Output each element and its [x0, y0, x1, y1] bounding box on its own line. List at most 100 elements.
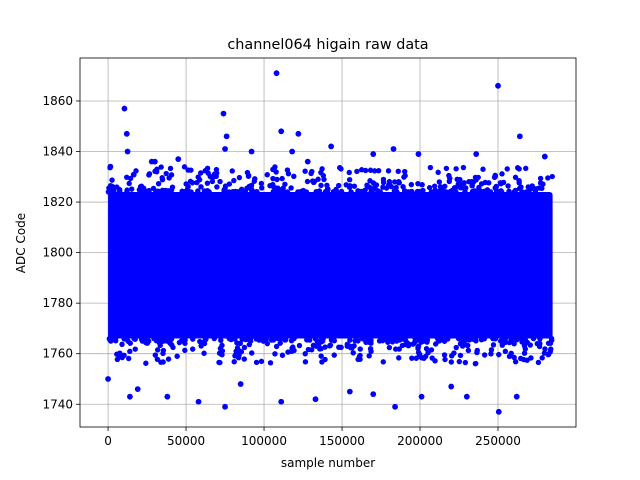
data-point: [165, 356, 172, 362]
data-point: [253, 359, 260, 366]
data-point: [447, 175, 453, 182]
data-point: [168, 172, 175, 178]
outlier-point: [175, 156, 182, 162]
data-point: [355, 338, 361, 344]
data-point: [357, 346, 363, 352]
data-point: [246, 341, 253, 348]
data-point: [182, 347, 188, 354]
data-point: [351, 183, 358, 189]
outlier-point: [195, 398, 202, 405]
outlier-point: [370, 151, 377, 157]
data-point: [264, 172, 270, 178]
data-point: [511, 354, 517, 361]
data-point: [453, 188, 459, 195]
data-point: [370, 180, 377, 186]
outlier-point: [473, 151, 480, 157]
y-tick-label: 1780: [42, 296, 73, 310]
data-point: [280, 188, 287, 195]
data-point: [549, 173, 555, 180]
data-point: [204, 165, 211, 172]
y-tick-label: 1840: [42, 145, 73, 159]
data-point: [214, 170, 220, 176]
data-point: [371, 168, 378, 174]
data-point: [273, 188, 279, 194]
data-point: [415, 180, 421, 187]
chart-title: channel064 higain raw data: [227, 37, 428, 53]
outlier-point: [278, 398, 285, 405]
data-point: [178, 338, 185, 344]
data-point: [190, 336, 196, 342]
data-point: [547, 348, 554, 355]
data-point: [436, 179, 443, 185]
outlier-point: [495, 408, 502, 415]
data-point: [241, 356, 247, 362]
data-point: [516, 185, 523, 192]
data-point: [399, 342, 406, 349]
data-point: [278, 335, 284, 342]
data-point: [539, 355, 545, 361]
data-point: [154, 356, 161, 362]
data-point: [128, 186, 135, 192]
data-points: [105, 70, 555, 415]
y-axis-ticks: 1740 1760 1780 1800 1820 1840 1860: [42, 94, 80, 411]
data-point: [154, 347, 161, 353]
data-point: [297, 189, 303, 195]
data-point: [211, 335, 217, 342]
data-point: [132, 336, 138, 342]
data-point: [540, 181, 546, 187]
data-point: [234, 340, 240, 346]
data-point: [309, 168, 315, 175]
data-point: [277, 340, 283, 346]
data-point: [152, 168, 158, 174]
data-point: [514, 165, 521, 171]
data-point: [435, 188, 442, 195]
data-point: [505, 183, 511, 189]
data-point: [308, 347, 315, 353]
data-point: [474, 347, 480, 354]
data-point: [442, 356, 448, 363]
data-point: [113, 338, 119, 344]
data-point: [318, 339, 325, 345]
data-point: [153, 338, 160, 344]
data-point: [114, 184, 120, 190]
y-tick-label: 1860: [42, 94, 73, 108]
data-point: [327, 342, 334, 348]
data-point: [424, 337, 431, 343]
data-point: [481, 352, 488, 358]
data-point: [396, 346, 402, 352]
data-point: [285, 170, 292, 177]
data-point: [483, 189, 489, 195]
data-point: [448, 359, 455, 365]
data-point: [155, 180, 162, 187]
data-point: [187, 178, 194, 185]
data-point: [504, 166, 510, 172]
outlier-point: [390, 146, 397, 152]
data-point: [174, 353, 180, 359]
outlier-point: [463, 393, 470, 400]
data-point: [376, 338, 383, 344]
data-point: [167, 340, 173, 346]
data-point: [284, 189, 291, 195]
data-point: [347, 337, 353, 343]
outlier-point: [121, 105, 128, 112]
data-point: [259, 185, 265, 191]
data-point: [269, 336, 275, 342]
data-point: [236, 352, 242, 359]
data-point: [111, 188, 117, 194]
x-tick-label: 0: [104, 434, 112, 448]
data-point: [127, 175, 134, 182]
data-point: [443, 165, 450, 172]
outlier-point: [513, 393, 520, 400]
data-point: [125, 355, 132, 362]
data-point: [335, 182, 342, 189]
data-point: [332, 189, 338, 195]
data-point: [410, 341, 417, 347]
outlier-point: [295, 130, 302, 137]
outlier-point: [289, 148, 296, 155]
outlier-point: [370, 391, 377, 398]
data-point: [472, 174, 479, 181]
data-point: [137, 184, 144, 190]
data-point: [185, 167, 191, 173]
data-point: [288, 338, 295, 344]
